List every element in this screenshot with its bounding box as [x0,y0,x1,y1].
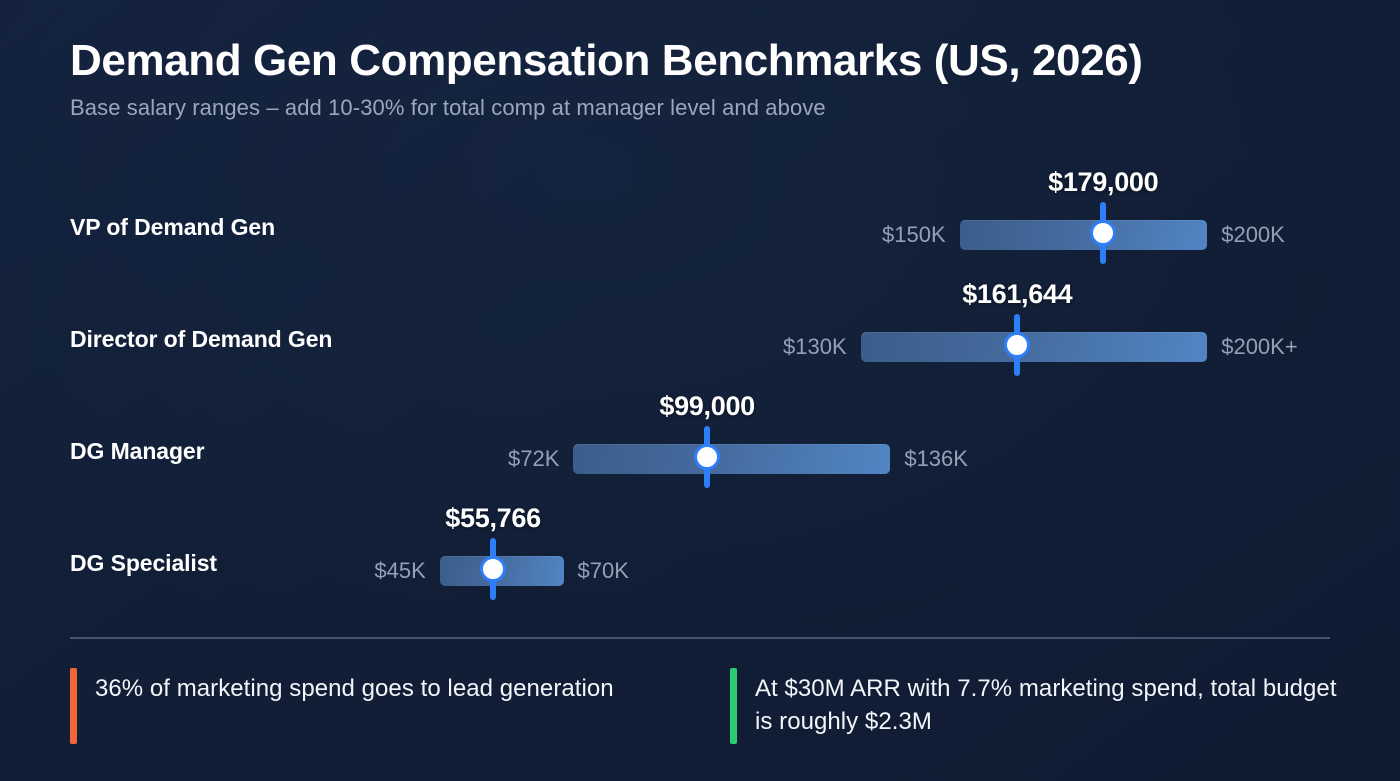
note-text: At $30M ARR with 7.7% marketing spend, t… [755,675,1337,735]
note-text: 36% of marketing spend goes to lead gene… [95,675,614,702]
benchmark-row: Director of Demand Gen $130K $200K+ $161,64… [0,279,1400,402]
median-value-label: $179,000 [1048,167,1159,197]
median-value-label: $99,000 [659,391,755,421]
range-min-label: $45K [374,558,426,583]
median-value-label: $55,766 [445,503,541,533]
benchmark-row: DG Specialist $45K $70K $55,766 [0,503,1400,626]
range-min-label: $150K [882,222,946,247]
footer-notes: 36% of marketing spend goes to lead gene… [70,668,1340,744]
note-accent-bar-orange [70,668,77,744]
salary-range-bar [860,332,1208,362]
note-accent-bar-green [730,668,737,744]
range-max-label: $70K [577,558,629,583]
page-subtitle: Base salary ranges – add 10-30% for tota… [70,95,826,121]
benchmark-rows: VP of Demand Gen $150K $200K $179,000 Direct… [0,167,1400,618]
role-label: DG Manager [70,438,205,464]
role-label: DG Specialist [70,550,217,576]
median-marker-dot [480,556,507,582]
salary-range-track[interactable]: $72K $136K $99,000 [508,391,968,488]
median-value-label: $161,644 [962,279,1073,309]
footer-note: At $30M ARR with 7.7% marketing spend, t… [730,668,1340,744]
median-marker-dot [694,444,721,470]
role-label: Director of Demand Gen [70,326,333,352]
benchmark-row: DG Manager $72K $136K $99,000 [0,391,1400,514]
salary-range-bar [573,444,891,474]
footer-note: 36% of marketing spend goes to lead gene… [70,668,730,744]
median-marker-dot [1090,220,1117,246]
range-max-label: $136K [904,446,968,471]
range-min-label: $130K [783,334,847,359]
salary-range-track[interactable]: $45K $70K $55,766 [374,503,629,600]
salary-range-track[interactable]: $150K $200K $179,000 [882,167,1285,264]
role-label: VP of Demand Gen [70,214,276,240]
page-title: Demand Gen Compensation Benchmarks (US, … [70,36,1143,85]
range-min-label: $72K [508,446,560,471]
range-max-label: $200K [1221,222,1285,247]
section-divider [70,637,1330,639]
range-max-label: $200K+ [1221,334,1298,359]
slide-header: Demand Gen Compensation Benchmarks (US, … [70,36,1350,122]
salary-range-bar [959,220,1208,250]
median-marker-dot [1004,332,1031,358]
salary-range-track[interactable]: $130K $200K+ $161,644 [783,279,1298,376]
benchmark-row: VP of Demand Gen $150K $200K $179,000 [0,167,1400,290]
